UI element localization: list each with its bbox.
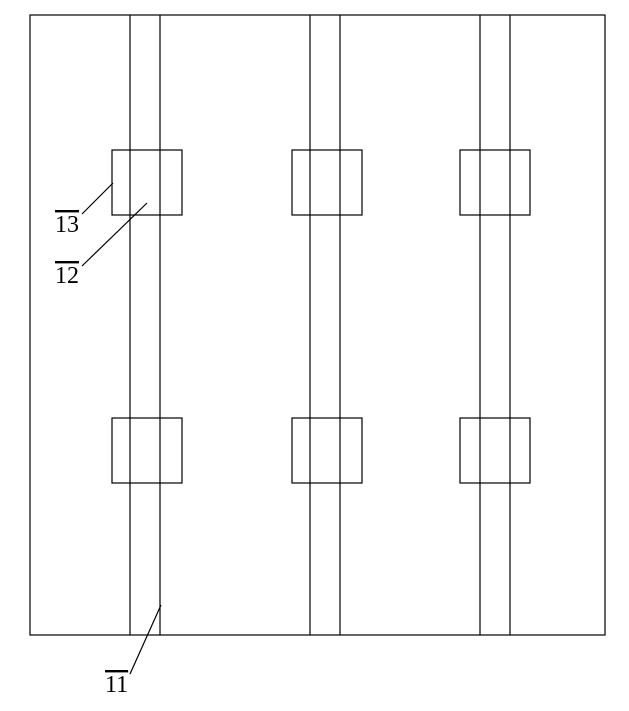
technical-diagram: 13 12 11 [0,0,629,711]
block-r1-c1 [292,418,362,483]
label-12: 12 [55,263,79,289]
block-r1-c0 [112,418,182,483]
leader-13 [82,183,113,214]
block-r0-c0 [112,150,182,215]
block-r0-c1 [292,150,362,215]
label-11: 11 [105,672,128,698]
leader-11 [130,605,161,674]
block-r0-c2 [460,150,530,215]
label-13: 13 [55,212,79,238]
leader-12 [82,203,147,266]
outer-frame [30,15,605,635]
block-r1-c2 [460,418,530,483]
